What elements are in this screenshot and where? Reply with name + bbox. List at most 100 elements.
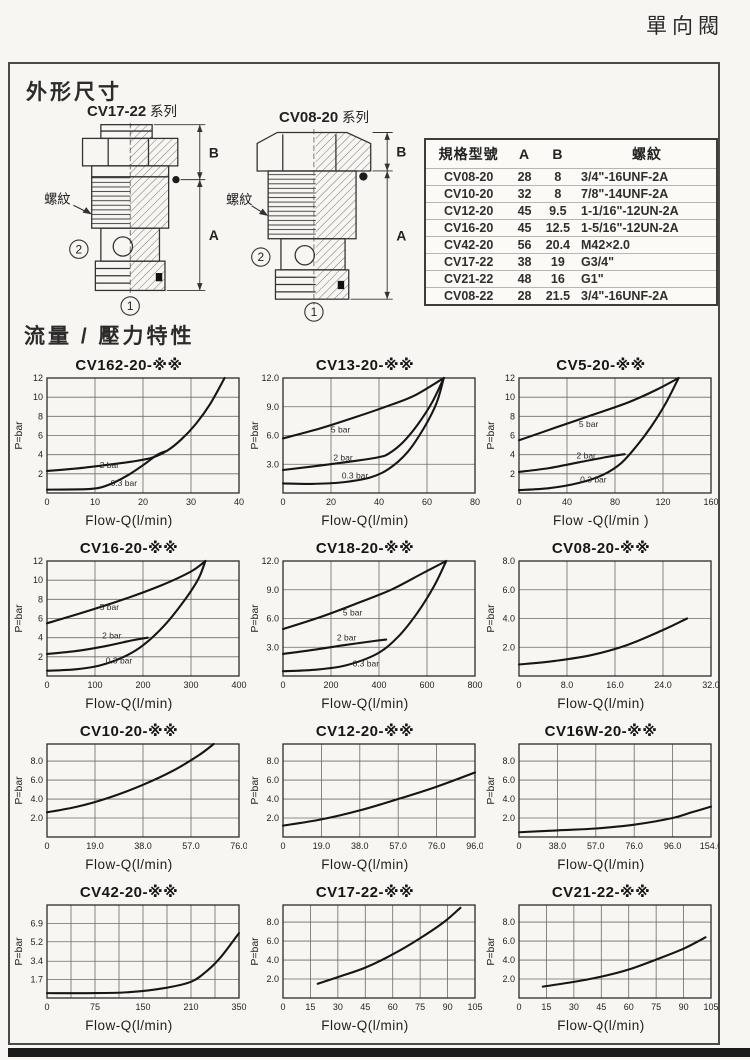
spec-table: 規格型號 A B 螺紋 CV08-20 28 8 3/4"-16UNF-2A CV10-20 3… xyxy=(424,138,718,306)
chart-card: CV12-20-※※ 0 19.0 38.0 57.0 76.0 96.0 2.0 4.0 6.0… xyxy=(247,722,483,883)
y-axis-label: P=bar xyxy=(485,937,497,966)
svg-text:0: 0 xyxy=(44,1002,49,1012)
svg-text:4.0: 4.0 xyxy=(502,614,515,624)
axis-tick-labels: 0 40 80 120 160 2 4 6 8 10 12 xyxy=(505,374,719,507)
svg-text:12.0: 12.0 xyxy=(261,374,279,383)
svg-text:105: 105 xyxy=(703,1002,718,1012)
o-ring-dot xyxy=(172,175,180,184)
y-axis-label: P=bar xyxy=(13,421,25,450)
cell-thread: 1-1/16"-12UN-2A xyxy=(578,202,717,220)
chart-card: CV08-20-※※ 0 8.0 16.0 24.0 32.0 2.0 4.0 6.0 8.0 P=… xyxy=(483,539,719,722)
svg-text:4: 4 xyxy=(38,633,43,643)
svg-text:4.0: 4.0 xyxy=(30,794,43,804)
svg-text:4: 4 xyxy=(38,450,43,460)
svg-text:0: 0 xyxy=(516,1002,521,1012)
spec-col-header: 規格型號 xyxy=(438,146,499,162)
chart-card: CV10-20-※※ 0 19.0 38.0 57.0 76.0 2.0 4.0 6.0 8.0 P… xyxy=(11,722,247,883)
hex-head xyxy=(256,131,372,172)
cell-dim-a: 32 xyxy=(511,185,538,203)
series-curve xyxy=(45,559,207,625)
svg-text:0: 0 xyxy=(280,1002,285,1012)
svg-text:300: 300 xyxy=(183,680,198,690)
series-label: 5 bar xyxy=(100,602,120,612)
svg-text:4.0: 4.0 xyxy=(502,955,515,965)
svg-text:0: 0 xyxy=(280,680,285,690)
chart-card: CV5-20-※※ 0 40 80 120 160 2 4 6 8 10 12 P=bar 5 bar 2 … xyxy=(483,356,719,539)
plot-grid xyxy=(519,905,711,998)
chart-plot: 0 15 30 45 60 75 90 105 2.0 4.0 6.0 8.0 P=bar xyxy=(485,904,719,1012)
cell-model: CV12-20 xyxy=(425,202,512,220)
svg-text:8.0: 8.0 xyxy=(266,917,279,927)
plot-grid xyxy=(47,378,239,493)
series-curve xyxy=(517,376,680,492)
seal-block xyxy=(155,273,163,282)
svg-text:4.0: 4.0 xyxy=(266,794,279,804)
chart-plot: 0 15 30 45 60 75 90 105 2.0 4.0 6.0 8.0 P=bar xyxy=(249,904,483,1012)
svg-text:9.0: 9.0 xyxy=(266,585,279,595)
cell-dim-b: 20.4 xyxy=(537,236,579,254)
plot-border xyxy=(46,377,240,494)
svg-text:0: 0 xyxy=(516,497,521,507)
valve-drawing-cv17-22: CV17-22 系列 xyxy=(34,100,230,317)
svg-text:8: 8 xyxy=(510,411,515,421)
dim-b-label: B xyxy=(396,144,406,159)
svg-text:2.0: 2.0 xyxy=(502,642,515,652)
svg-text:8.0: 8.0 xyxy=(561,680,574,690)
plot-border xyxy=(282,377,476,494)
chart-title: CV18-20-※※ xyxy=(315,540,415,557)
series-label: 0.3 bar xyxy=(106,656,133,666)
svg-text:8: 8 xyxy=(38,411,43,421)
cell-thread: 7/8"-14UNF-2A xyxy=(578,185,717,203)
table-row: CV17-22 38 19 G3/4" xyxy=(425,253,717,271)
y-axis-label: P=bar xyxy=(485,421,497,450)
plot-grid xyxy=(519,561,711,676)
callout-circle-1 xyxy=(304,302,324,322)
svg-text:38.0: 38.0 xyxy=(134,841,152,851)
chart-card: CV18-20-※※ 0 200 400 600 800 3.0 6.0 9.0 12.0 P=ba… xyxy=(247,539,483,722)
svg-text:3.4: 3.4 xyxy=(30,956,43,966)
svg-text:38.0: 38.0 xyxy=(549,841,567,851)
chart-plot: 0 38.0 57.0 76.0 96.0 154.0 2.0 4.0 6.0 8.0 P=bar xyxy=(485,743,719,851)
chart-xlabel: Flow-Q(l/min) xyxy=(85,513,173,528)
series-curve xyxy=(45,449,169,491)
svg-text:60: 60 xyxy=(422,497,432,507)
svg-text:2.0: 2.0 xyxy=(502,974,515,984)
svg-text:8.0: 8.0 xyxy=(266,756,279,766)
table-row: CV42-20 56 20.4 M42×2.0 xyxy=(425,236,717,254)
plot-grid xyxy=(519,744,711,837)
svg-text:6.0: 6.0 xyxy=(266,936,279,946)
hex-section-hatch xyxy=(130,138,178,166)
svg-text:10: 10 xyxy=(90,497,100,507)
svg-text:12.0: 12.0 xyxy=(261,557,279,566)
series-curve xyxy=(517,376,680,442)
svg-text:19.0: 19.0 xyxy=(313,841,331,851)
svg-text:8: 8 xyxy=(38,594,43,604)
series-label: 2 bar xyxy=(333,452,353,462)
plot-border xyxy=(518,743,712,838)
svg-text:0: 0 xyxy=(44,497,49,507)
svg-text:6.0: 6.0 xyxy=(266,614,279,624)
cell-dim-a: 45 xyxy=(511,202,538,220)
chart-xlabel: Flow-Q(l/min) xyxy=(321,857,409,872)
svg-text:40: 40 xyxy=(562,497,572,507)
dim-a-label: A xyxy=(209,228,219,243)
cell-dim-b: 21.5 xyxy=(537,287,579,305)
y-axis-label: P=bar xyxy=(249,937,261,966)
chart-xlabel: Flow-Q(l/min) xyxy=(321,696,409,711)
drawing-model: CV08-20 xyxy=(279,109,339,126)
drawing-model: CV17-22 xyxy=(87,103,147,120)
svg-text:0: 0 xyxy=(44,841,49,851)
cell-thread: 3/4"-16UNF-2A xyxy=(578,287,717,305)
svg-text:150: 150 xyxy=(135,1002,150,1012)
svg-text:76.0: 76.0 xyxy=(625,841,643,851)
svg-text:400: 400 xyxy=(371,680,386,690)
svg-text:60: 60 xyxy=(388,1002,398,1012)
svg-text:10: 10 xyxy=(505,392,515,402)
svg-text:60: 60 xyxy=(624,1002,634,1012)
svg-text:6.0: 6.0 xyxy=(502,936,515,946)
svg-text:80: 80 xyxy=(470,497,480,507)
plot-border xyxy=(46,904,240,999)
series-label: 2 bar xyxy=(100,460,120,470)
series-label: 0.3 bar xyxy=(580,474,607,484)
dim-a-label: A xyxy=(396,229,406,244)
